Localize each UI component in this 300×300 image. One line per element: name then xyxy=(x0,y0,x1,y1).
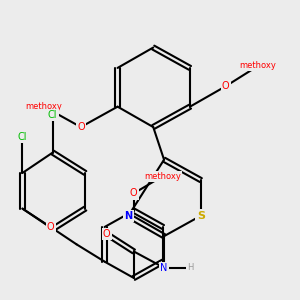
Text: O: O xyxy=(130,188,138,198)
Text: N: N xyxy=(160,263,168,273)
Text: methoxy: methoxy xyxy=(145,172,182,181)
Text: S: S xyxy=(197,211,205,221)
Text: N: N xyxy=(124,211,132,221)
Text: O: O xyxy=(47,222,54,232)
Text: O: O xyxy=(103,229,111,239)
Text: methoxy: methoxy xyxy=(240,61,277,70)
Text: O: O xyxy=(222,81,230,91)
Text: Cl: Cl xyxy=(18,132,27,142)
Text: O: O xyxy=(77,122,85,132)
Text: Cl: Cl xyxy=(48,110,58,120)
Text: methoxy: methoxy xyxy=(26,102,62,111)
Text: H: H xyxy=(187,263,193,272)
